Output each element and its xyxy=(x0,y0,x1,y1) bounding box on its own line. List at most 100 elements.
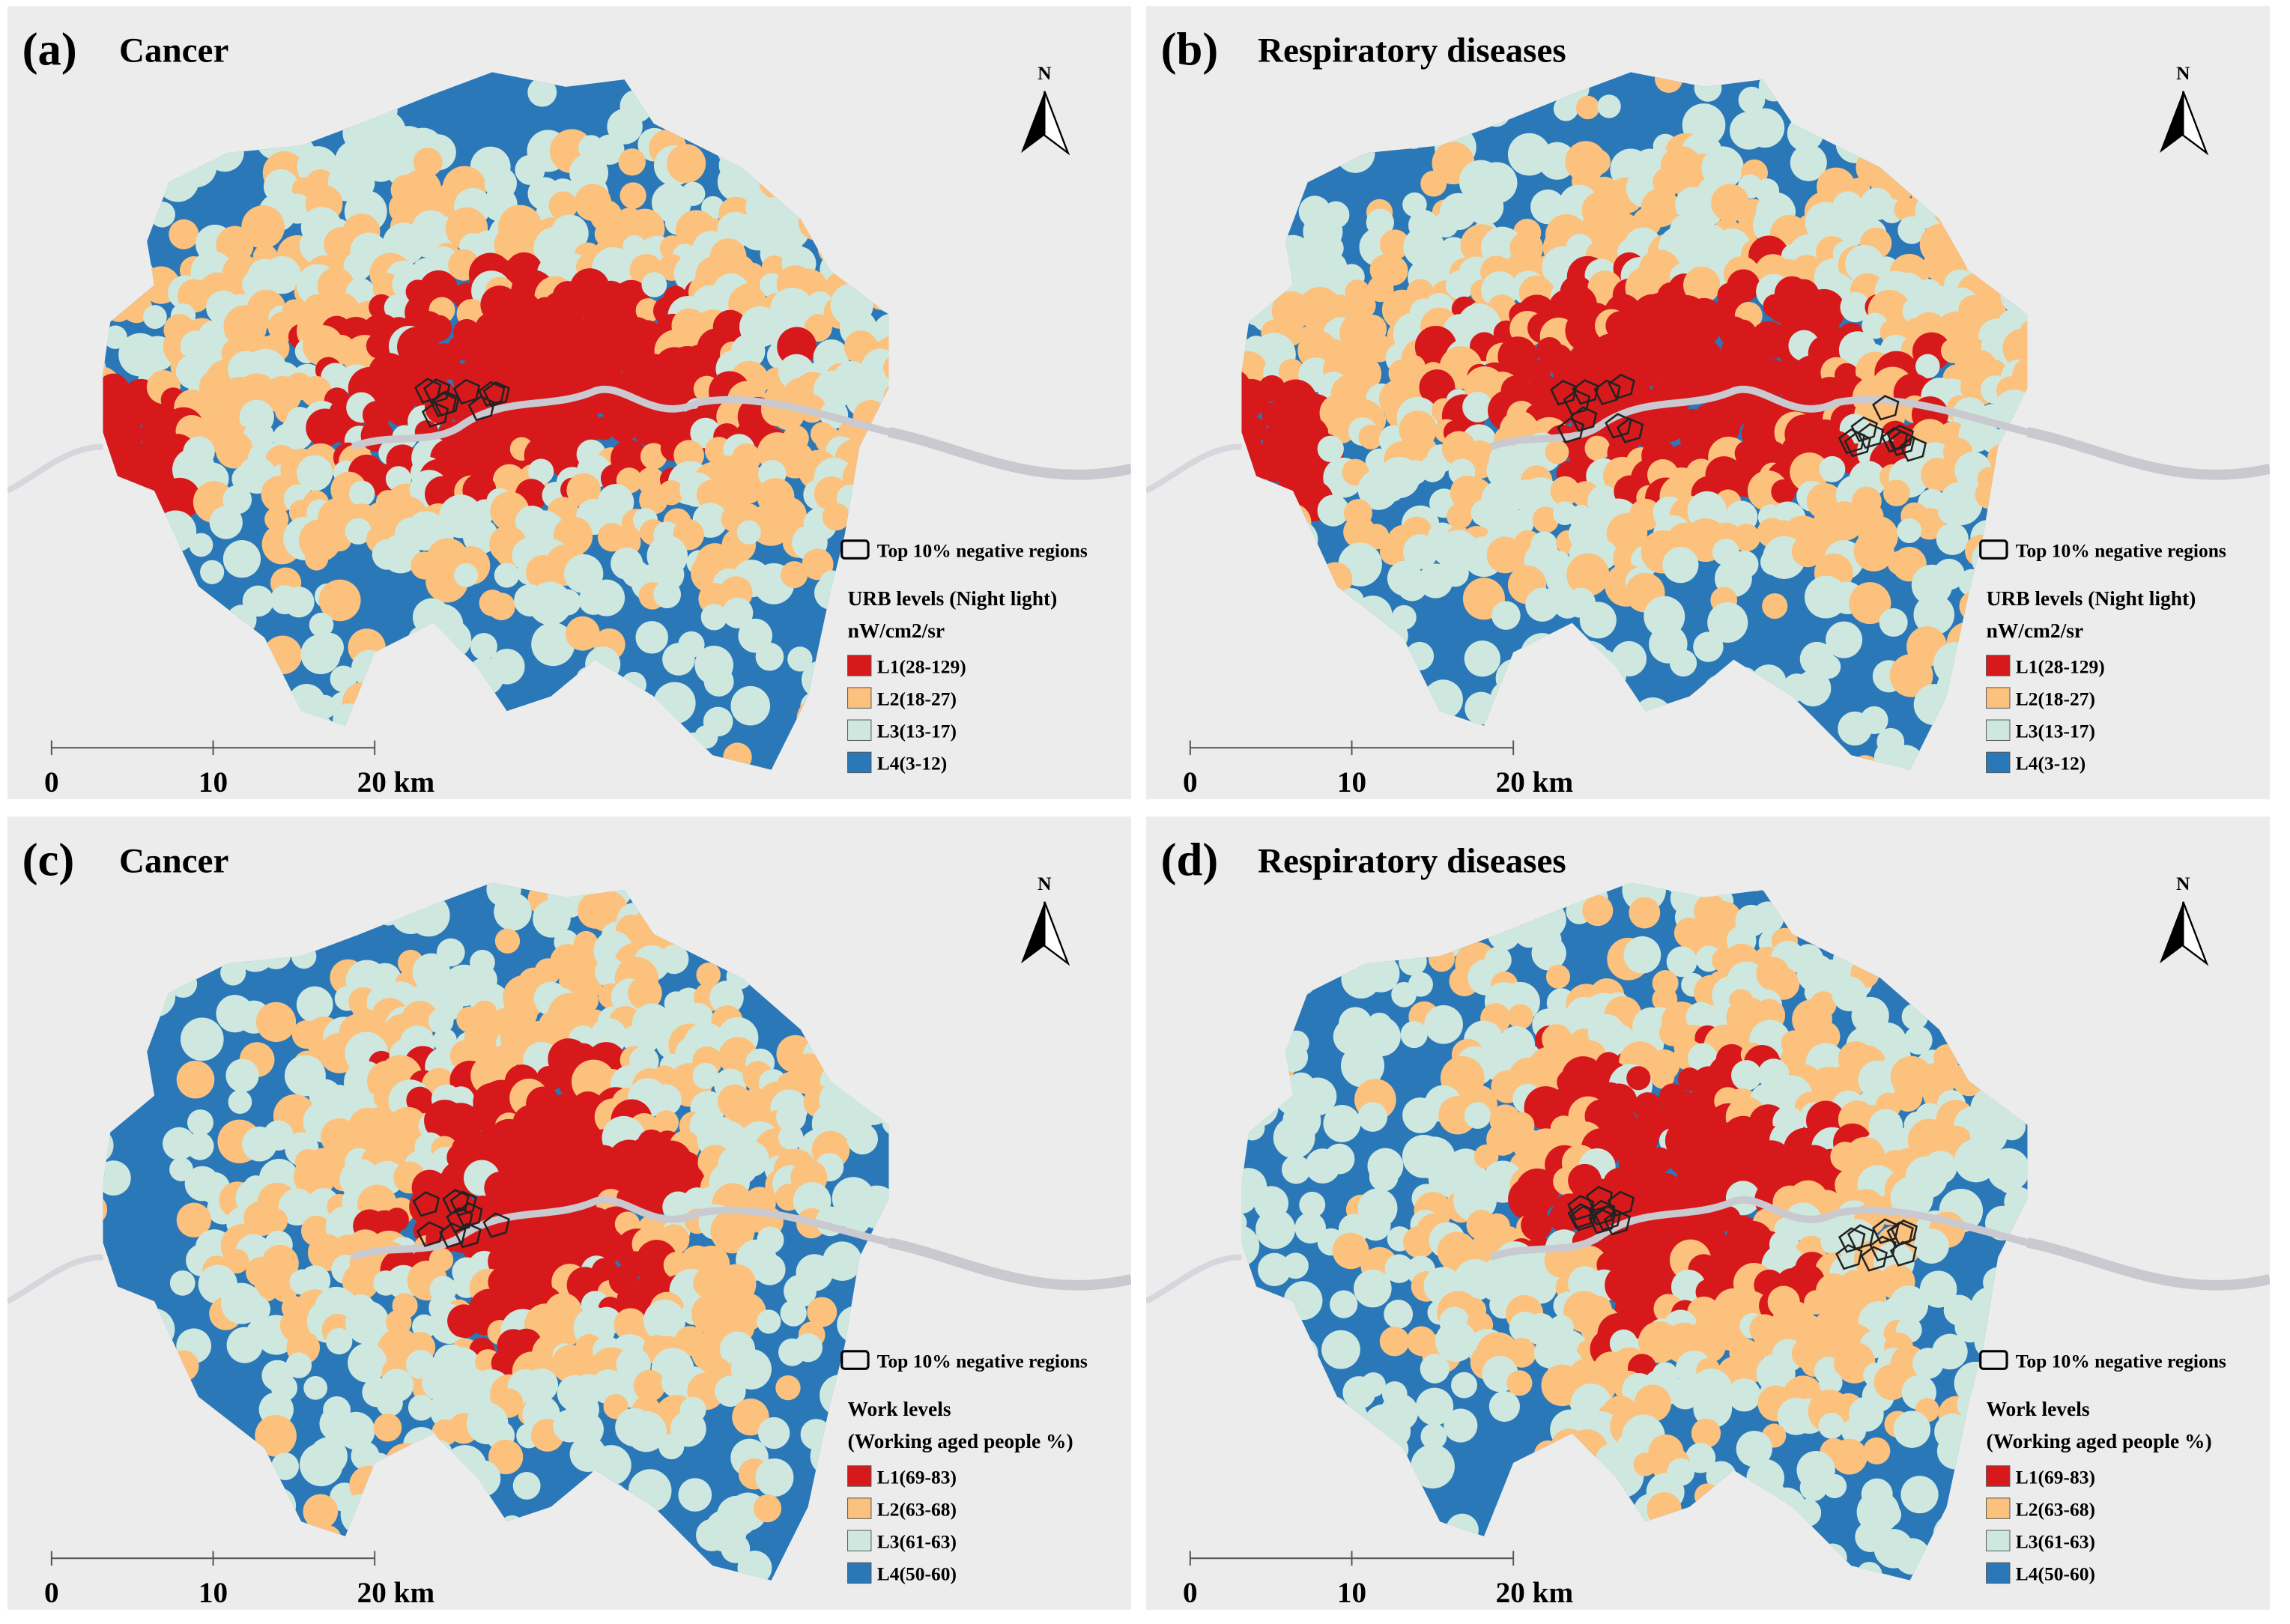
region xyxy=(856,373,889,408)
region xyxy=(1900,1476,1939,1514)
negative-region xyxy=(1838,1227,1866,1253)
region xyxy=(1384,1254,1414,1283)
panel-label: (a) xyxy=(22,23,77,76)
region xyxy=(366,333,393,359)
north-arrow xyxy=(1043,91,1070,156)
region xyxy=(631,1024,661,1053)
region xyxy=(1281,1155,1311,1184)
region xyxy=(784,1274,817,1308)
region xyxy=(1445,270,1475,300)
region xyxy=(1650,1064,1675,1089)
north-label: N xyxy=(2176,873,2190,894)
region xyxy=(1646,1147,1673,1174)
region xyxy=(1525,587,1560,622)
legend-swatch xyxy=(847,655,872,676)
legend-swatch xyxy=(1986,1562,2011,1584)
region xyxy=(176,1060,215,1099)
region xyxy=(296,986,333,1023)
negative-region xyxy=(478,381,506,407)
region xyxy=(1317,435,1344,462)
negative-region xyxy=(1572,379,1599,405)
legend-outline-label: Top 10% negative regions xyxy=(877,539,1088,561)
region xyxy=(1542,1024,1572,1055)
region xyxy=(776,1102,807,1133)
scale-label: 0 xyxy=(44,1577,59,1609)
region xyxy=(470,632,497,661)
region xyxy=(1762,593,1788,619)
region xyxy=(730,685,771,726)
region xyxy=(528,458,554,485)
legend-title: Work levels xyxy=(1987,1398,2090,1420)
region xyxy=(634,1182,670,1218)
region xyxy=(1332,1232,1369,1270)
region xyxy=(755,1458,794,1497)
basemap-river xyxy=(7,443,103,494)
panel-title: Cancer xyxy=(119,842,228,881)
region xyxy=(1897,518,1922,543)
legend-swatch xyxy=(1986,655,2011,676)
region xyxy=(814,370,853,410)
region xyxy=(228,1090,252,1114)
region xyxy=(592,1306,622,1336)
negative-region xyxy=(482,1212,510,1238)
region xyxy=(1360,1210,1391,1241)
region xyxy=(318,579,361,622)
region xyxy=(348,480,375,507)
region xyxy=(662,643,695,676)
legend-swatch xyxy=(847,1530,872,1551)
region xyxy=(1790,144,1827,181)
region xyxy=(1655,413,1685,443)
region xyxy=(692,356,718,382)
negative-region xyxy=(412,1191,440,1217)
region xyxy=(736,520,761,545)
region xyxy=(187,1109,213,1136)
region xyxy=(1954,1139,1998,1183)
region xyxy=(693,1267,724,1299)
region xyxy=(189,533,213,557)
region xyxy=(262,1208,288,1234)
region xyxy=(1545,964,1571,989)
region xyxy=(279,416,314,450)
region xyxy=(643,1299,686,1342)
region xyxy=(1623,936,1662,974)
region xyxy=(1817,655,1841,679)
region xyxy=(412,953,451,992)
region xyxy=(169,1270,196,1296)
region xyxy=(1241,416,1267,443)
region xyxy=(534,958,561,985)
legend-subtitle: nW/cm2/sr xyxy=(848,619,945,642)
region xyxy=(488,1439,524,1475)
region xyxy=(525,555,560,590)
north-arrow xyxy=(2159,901,2184,964)
region xyxy=(1597,94,1621,118)
region xyxy=(1420,170,1447,197)
region xyxy=(209,506,243,539)
region xyxy=(1435,1321,1476,1362)
basemap-river xyxy=(2026,426,2270,480)
region xyxy=(1391,981,1417,1008)
region xyxy=(263,255,301,294)
region xyxy=(1687,1043,1718,1073)
region xyxy=(1889,653,1933,697)
region xyxy=(300,375,332,407)
region xyxy=(780,1300,807,1327)
region xyxy=(777,327,817,367)
negative-region xyxy=(454,1222,482,1249)
region xyxy=(1362,954,1400,993)
region xyxy=(1330,1290,1358,1318)
region xyxy=(1379,1326,1410,1357)
region xyxy=(793,1333,823,1363)
region xyxy=(1360,1372,1386,1397)
region xyxy=(548,191,578,220)
region xyxy=(406,1086,434,1115)
region xyxy=(512,1471,541,1500)
panel-title: Respiratory diseases xyxy=(1258,31,1566,70)
negative-region xyxy=(1838,428,1866,455)
legend-swatch xyxy=(847,719,872,741)
north-arrow xyxy=(2182,901,2209,966)
region xyxy=(1826,621,1863,658)
legend-label: L3(13-17) xyxy=(2016,721,2095,742)
region xyxy=(1938,498,1964,525)
negative-region xyxy=(442,1189,470,1215)
